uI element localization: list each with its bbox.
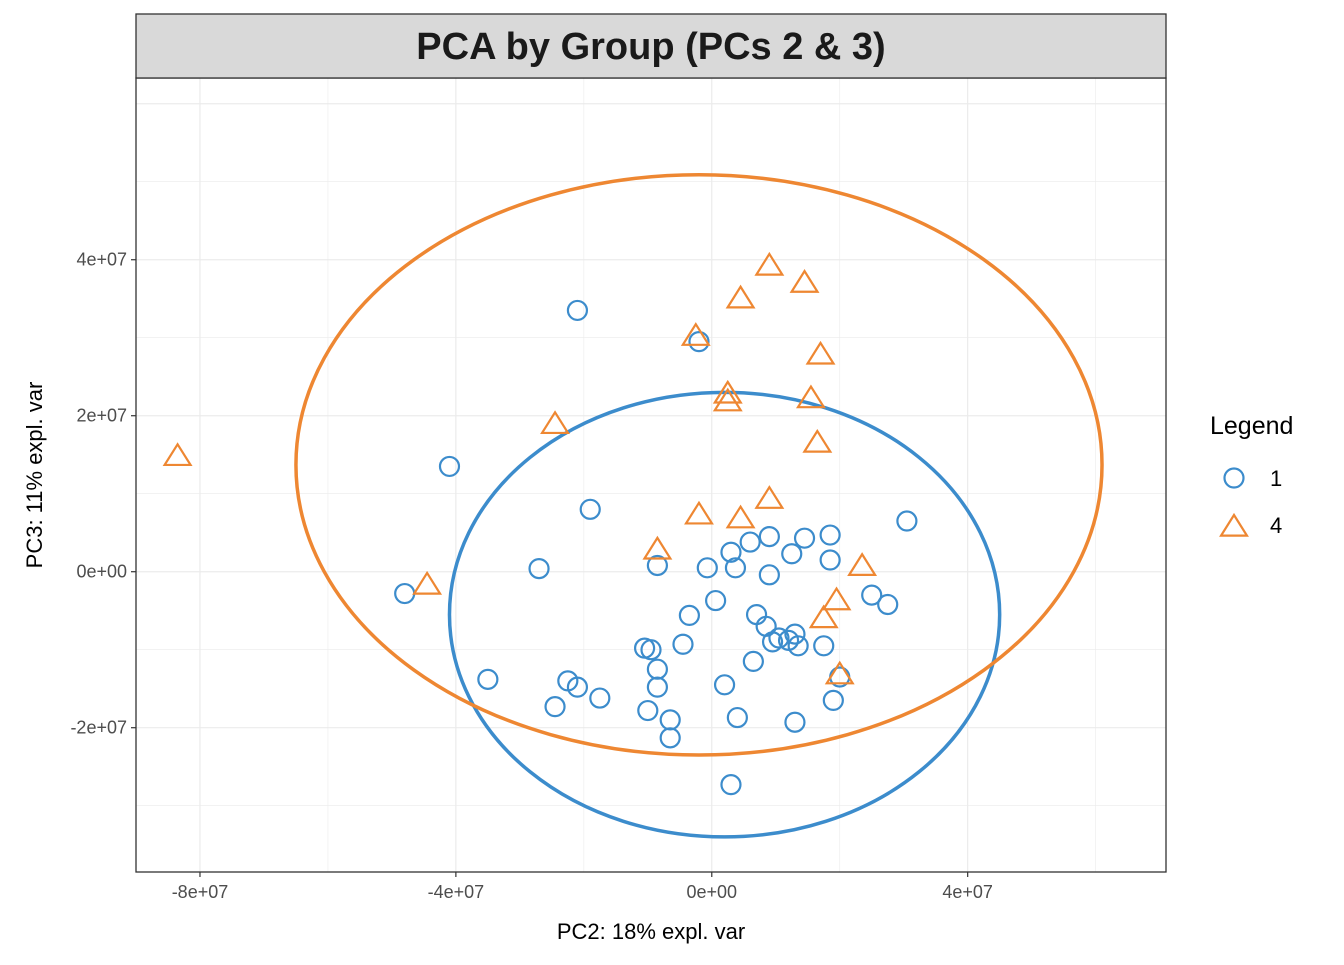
y-tick-label: -2e+07 [70, 718, 127, 738]
legend-key-1 [1223, 467, 1245, 489]
grid-lines [136, 78, 1166, 872]
point-group-1 [758, 564, 780, 586]
point-group-1 [726, 706, 748, 729]
point-group-1 [640, 639, 662, 661]
y-tick-label: 0e+00 [76, 562, 127, 582]
point-group-4 [684, 500, 714, 525]
point-group-1 [438, 455, 461, 478]
point-group-4 [802, 428, 833, 453]
point-group-4 [540, 410, 570, 435]
point-group-4 [795, 384, 826, 409]
point-group-1 [394, 582, 416, 605]
point-group-1 [784, 711, 806, 733]
x-axis-title: PC2: 18% expl. var [557, 919, 745, 944]
point-group-4 [805, 340, 836, 365]
point-group-1 [696, 557, 718, 579]
point-group-1 [877, 593, 899, 616]
point-group-1 [672, 633, 694, 655]
point-group-4 [754, 485, 785, 509]
point-group-1 [528, 557, 550, 580]
point-group-1 [659, 709, 681, 731]
ellipse-group-4 [294, 172, 1104, 757]
point-group-1 [896, 510, 918, 532]
point-group-1 [787, 635, 809, 657]
point-group-1 [646, 658, 668, 680]
point-group-1 [566, 676, 589, 698]
point-group-1 [822, 689, 844, 712]
point-group-1 [477, 668, 499, 690]
chart-title: PCA by Group (PCs 2 & 3) [416, 26, 885, 68]
point-group-1 [589, 687, 611, 709]
point-group-1 [758, 526, 780, 548]
point-group-1 [781, 543, 803, 565]
point-group-4 [712, 379, 743, 404]
point-group-1 [768, 627, 790, 649]
ellipse-group-1 [447, 390, 1002, 839]
point-group-1 [646, 676, 668, 698]
point-group-4 [789, 269, 820, 293]
y-tick-label: 2e+07 [76, 406, 127, 426]
point-group-1 [742, 650, 764, 673]
point-group-4 [680, 322, 711, 346]
point-group-4 [824, 660, 855, 685]
point-group-4 [412, 570, 443, 595]
point-group-1 [566, 299, 589, 322]
point-group-4 [808, 604, 839, 629]
point-group-1 [713, 674, 736, 696]
legend-title: Legend [1210, 412, 1293, 440]
point-group-1 [544, 696, 566, 718]
point-group-4 [754, 251, 785, 276]
legend: Legend 1 4 [1210, 412, 1293, 538]
legend-label-4: 4 [1270, 513, 1282, 538]
point-group-1 [646, 554, 668, 577]
point-group-4 [712, 387, 743, 412]
point-group-1 [705, 589, 727, 612]
x-tick-label: -8e+07 [172, 882, 229, 902]
point-group-1 [813, 635, 835, 657]
point-group-4 [725, 504, 756, 529]
point-group-1 [659, 727, 681, 749]
data-points [162, 251, 918, 796]
axes: -8e+07 -4e+07 0e+00 4e+07 -2e+07 0e+00 2e+07 4e… [70, 250, 993, 902]
point-group-1 [720, 774, 742, 796]
point-group-1 [861, 584, 883, 606]
point-group-1 [637, 699, 659, 722]
legend-key-4 [1219, 512, 1249, 537]
point-group-1 [784, 623, 806, 645]
point-group-1 [745, 604, 768, 626]
y-tick-label: 4e+07 [76, 250, 127, 270]
point-group-1 [688, 331, 710, 353]
strip-header: PCA by Group (PCs 2 & 3) [135, 13, 1167, 79]
strip-background [135, 13, 1167, 79]
legend-label-1: 1 [1270, 466, 1282, 491]
point-group-4 [725, 284, 756, 309]
point-group-1 [724, 557, 747, 579]
point-group-1 [678, 604, 700, 626]
confidence-ellipses [294, 172, 1104, 839]
point-group-4 [847, 552, 878, 576]
point-group-1 [739, 531, 761, 553]
point-group-4 [821, 586, 852, 611]
point-group-1 [720, 541, 742, 563]
x-tick-label: 4e+07 [942, 882, 993, 902]
x-tick-label: 0e+00 [686, 882, 737, 902]
point-group-4 [162, 442, 193, 467]
point-group-1 [579, 498, 601, 520]
point-group-1 [819, 549, 841, 571]
point-group-1 [793, 527, 816, 549]
point-group-4 [642, 535, 673, 560]
point-group-1 [819, 524, 841, 546]
x-tick-label: -4e+07 [428, 882, 485, 902]
y-axis-title: PC3: 11% expl. var [22, 382, 47, 569]
